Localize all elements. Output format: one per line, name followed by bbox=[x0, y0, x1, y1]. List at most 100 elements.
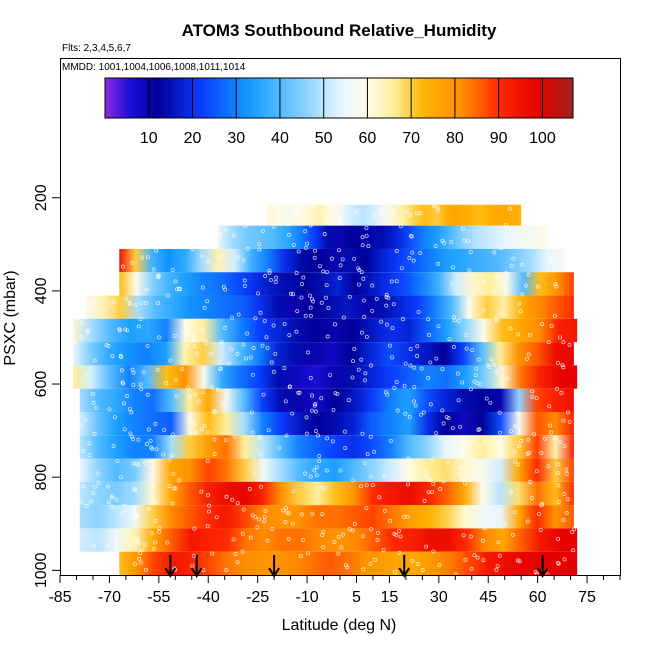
sample-dot bbox=[415, 354, 419, 358]
sample-dot bbox=[368, 434, 373, 439]
sample-dot bbox=[377, 495, 382, 500]
sample-dot bbox=[326, 221, 331, 226]
sample-dot bbox=[155, 367, 160, 372]
sample-dot bbox=[317, 454, 322, 459]
sample-dot bbox=[294, 329, 299, 334]
sample-dot bbox=[450, 426, 455, 431]
sample-dot bbox=[398, 224, 403, 229]
x-tick-label: -70 bbox=[98, 589, 121, 606]
sample-dot bbox=[192, 338, 197, 343]
sample-dot bbox=[141, 370, 146, 375]
sample-dot bbox=[364, 483, 369, 488]
sample-dot bbox=[394, 532, 399, 537]
sample-dot bbox=[526, 352, 531, 357]
sample-dot bbox=[235, 352, 240, 356]
sample-dot bbox=[138, 551, 143, 556]
sample-dot bbox=[394, 249, 399, 253]
sample-dot bbox=[145, 344, 150, 348]
sample-dot bbox=[317, 459, 322, 463]
sample-dot bbox=[407, 414, 412, 419]
sample-dot bbox=[138, 382, 143, 387]
sample-dot bbox=[515, 558, 520, 563]
sample-dot bbox=[274, 275, 279, 280]
sample-dot bbox=[227, 361, 232, 366]
sample-dot bbox=[165, 540, 170, 545]
sample-dot bbox=[549, 323, 554, 328]
sample-dot bbox=[110, 354, 115, 359]
sample-dot bbox=[87, 441, 92, 446]
sample-dot bbox=[304, 218, 309, 223]
sample-dot bbox=[388, 518, 393, 523]
sample-dot bbox=[394, 379, 399, 384]
sample-dot bbox=[92, 543, 97, 548]
sample-dot bbox=[94, 406, 99, 411]
sample-dot bbox=[212, 409, 217, 414]
sample-dot bbox=[424, 544, 429, 549]
sample-dot bbox=[135, 536, 140, 541]
sample-dot bbox=[360, 431, 365, 436]
sample-dot bbox=[459, 448, 464, 453]
sample-dot bbox=[459, 451, 464, 456]
sample-dot bbox=[134, 303, 139, 308]
sample-dot bbox=[418, 211, 423, 216]
sample-dot bbox=[308, 313, 313, 318]
sample-dot bbox=[257, 435, 262, 440]
sample-dot bbox=[202, 305, 207, 310]
sample-dot bbox=[418, 250, 423, 255]
sample-dot bbox=[218, 367, 223, 371]
sample-dot bbox=[312, 468, 317, 473]
sample-dot bbox=[368, 561, 373, 566]
sample-dot bbox=[305, 241, 310, 246]
sample-dot bbox=[530, 394, 535, 399]
sample-dot bbox=[294, 207, 299, 212]
sample-dot bbox=[81, 449, 86, 454]
sample-dot bbox=[119, 354, 124, 359]
sample-dot bbox=[342, 429, 347, 434]
sample-dot bbox=[477, 427, 482, 432]
sample-dot bbox=[231, 537, 236, 542]
sample-dot bbox=[511, 256, 516, 261]
colorbar-tick-label: 20 bbox=[184, 130, 202, 147]
sample-dot bbox=[80, 321, 85, 326]
sample-dot bbox=[465, 299, 470, 304]
sample-dot bbox=[131, 437, 135, 441]
sample-dot bbox=[384, 292, 389, 297]
sample-dot bbox=[312, 403, 317, 408]
sample-dot bbox=[167, 483, 172, 488]
sample-dot bbox=[419, 366, 424, 371]
sample-dot bbox=[477, 446, 482, 451]
sample-dot bbox=[490, 519, 495, 524]
sample-dot bbox=[512, 449, 517, 454]
sample-dot bbox=[492, 287, 497, 292]
sample-dot bbox=[310, 297, 314, 302]
sample-dot bbox=[428, 360, 433, 365]
sample-dot bbox=[517, 559, 522, 564]
sample-dot bbox=[538, 527, 543, 532]
sample-dot bbox=[235, 560, 240, 565]
sample-dot bbox=[131, 383, 136, 388]
sample-dot bbox=[291, 488, 296, 493]
sample-dot bbox=[359, 357, 364, 362]
sample-dot bbox=[379, 319, 384, 324]
sample-dot bbox=[154, 447, 159, 452]
sample-dot bbox=[325, 334, 330, 339]
heatmap-bands bbox=[73, 204, 578, 575]
sample-dot bbox=[300, 538, 305, 543]
sample-dot bbox=[426, 375, 431, 380]
sample-dot bbox=[364, 225, 369, 230]
sample-dot bbox=[494, 274, 499, 279]
sample-dot bbox=[107, 407, 112, 412]
sample-dot bbox=[350, 528, 355, 533]
sample-dot bbox=[354, 210, 359, 215]
sample-dot bbox=[377, 213, 382, 218]
sample-dot bbox=[410, 250, 415, 255]
sample-dot bbox=[296, 249, 301, 254]
sample-dot bbox=[265, 345, 270, 350]
sample-dot bbox=[130, 367, 135, 372]
sample-dot bbox=[384, 295, 389, 299]
sample-dot bbox=[333, 322, 338, 327]
sample-dot bbox=[168, 457, 173, 462]
sample-dot bbox=[114, 497, 119, 502]
sample-dot bbox=[153, 518, 158, 523]
sample-dot bbox=[553, 435, 558, 440]
